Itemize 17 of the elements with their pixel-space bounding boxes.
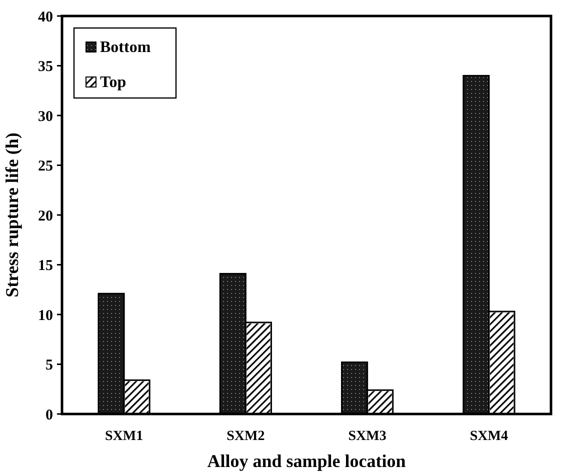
y-tick-label: 0: [46, 407, 53, 424]
x-tick-label: SXM3: [348, 429, 386, 444]
y-tick-label: 10: [38, 308, 53, 324]
y-tick-label: 30: [38, 108, 53, 125]
legend-label: Top: [100, 74, 126, 91]
x-tick-label: SXM1: [104, 429, 144, 444]
y-tick-label: 40: [38, 9, 53, 26]
y-tick-label: 25: [38, 158, 53, 174]
x-tick-label: SXM4: [470, 429, 508, 444]
x-tick-label: SXM2: [226, 429, 265, 444]
y-tick-label: 20: [38, 208, 53, 224]
x-axis-title: Alloy and sample location: [207, 451, 406, 471]
y-axis-title: Stress rupture life (h): [2, 132, 22, 298]
legend-label: Bottom: [100, 39, 152, 56]
y-tick-label: 5: [46, 358, 53, 374]
y-tick-label: 35: [38, 59, 53, 75]
y-tick-label: 15: [38, 258, 53, 274]
